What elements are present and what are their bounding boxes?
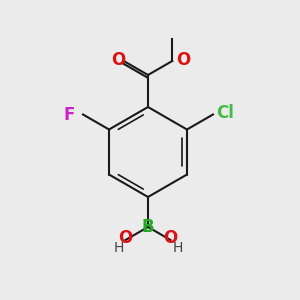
Text: B: B — [142, 218, 154, 236]
Text: O: O — [164, 229, 178, 247]
Text: H: H — [172, 241, 183, 255]
Text: O: O — [111, 51, 125, 69]
Text: O: O — [118, 229, 133, 247]
Text: O: O — [176, 51, 190, 69]
Text: F: F — [64, 106, 75, 124]
Text: H: H — [113, 241, 124, 255]
Text: Cl: Cl — [216, 103, 234, 122]
